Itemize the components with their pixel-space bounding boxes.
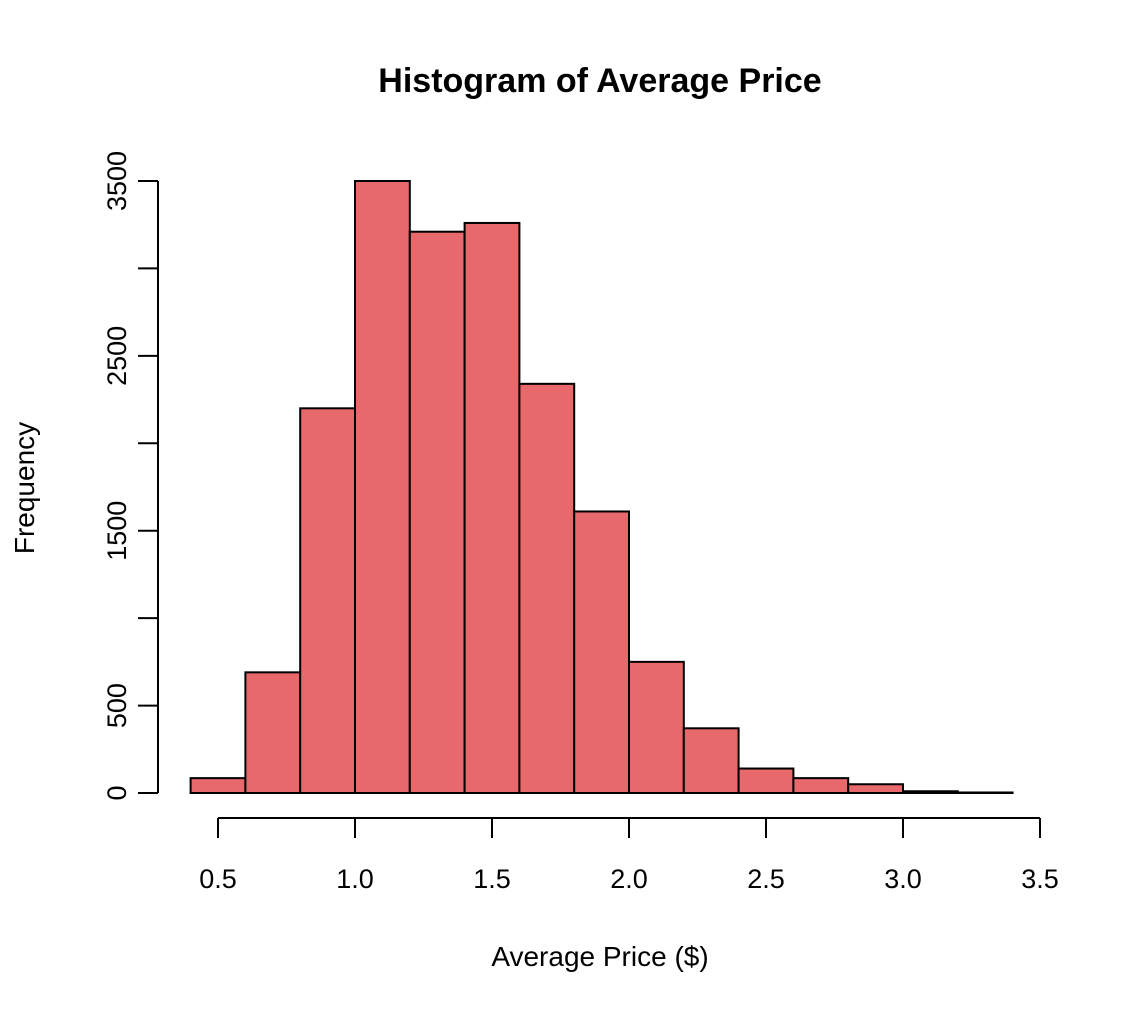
histogram-bar-3 <box>354 180 411 794</box>
x-axis: 0.5 1.0 1.5 2.0 2.5 3.0 3.5 <box>199 817 1059 894</box>
histogram-bar-11 <box>792 777 850 795</box>
histogram-bar-14 <box>956 791 1014 794</box>
x-tick-label: 0.5 <box>199 864 237 894</box>
histogram-bar-4 <box>408 230 466 795</box>
x-tick-label: 3.5 <box>1021 864 1059 894</box>
histogram-bar-6 <box>518 382 576 794</box>
x-tick-label: 1.0 <box>336 864 374 894</box>
histogram-bar-9 <box>682 727 740 794</box>
y-axis: 0 500 1500 2500 3500 <box>102 151 159 801</box>
histogram-bar-7 <box>573 510 631 794</box>
y-tick-label: 0 <box>102 785 132 800</box>
bars-group <box>189 180 1014 795</box>
y-tick-label: 500 <box>102 683 132 728</box>
histogram-bar-8 <box>628 660 685 794</box>
y-tick-label: 1500 <box>102 501 132 561</box>
x-axis-label: Average Price ($) <box>491 941 708 972</box>
y-tick-label: 3500 <box>102 151 132 211</box>
y-tick-label: 2500 <box>102 326 132 386</box>
histogram-bar-13 <box>902 790 959 794</box>
x-tick-label: 2.5 <box>747 864 785 894</box>
histogram-bar-5 <box>463 221 521 795</box>
histogram-bar-10 <box>737 767 795 795</box>
histogram-bar-12 <box>847 783 905 794</box>
histogram-bar-1 <box>244 671 302 794</box>
histogram-bar-2 <box>299 407 357 794</box>
x-tick-label: 1.5 <box>473 864 511 894</box>
x-tick-label: 2.0 <box>610 864 648 894</box>
x-tick-label: 3.0 <box>884 864 922 894</box>
histogram-bar-0 <box>189 777 247 795</box>
y-axis-label: Frequency <box>9 422 40 554</box>
chart-title: Histogram of Average Price <box>378 62 821 100</box>
